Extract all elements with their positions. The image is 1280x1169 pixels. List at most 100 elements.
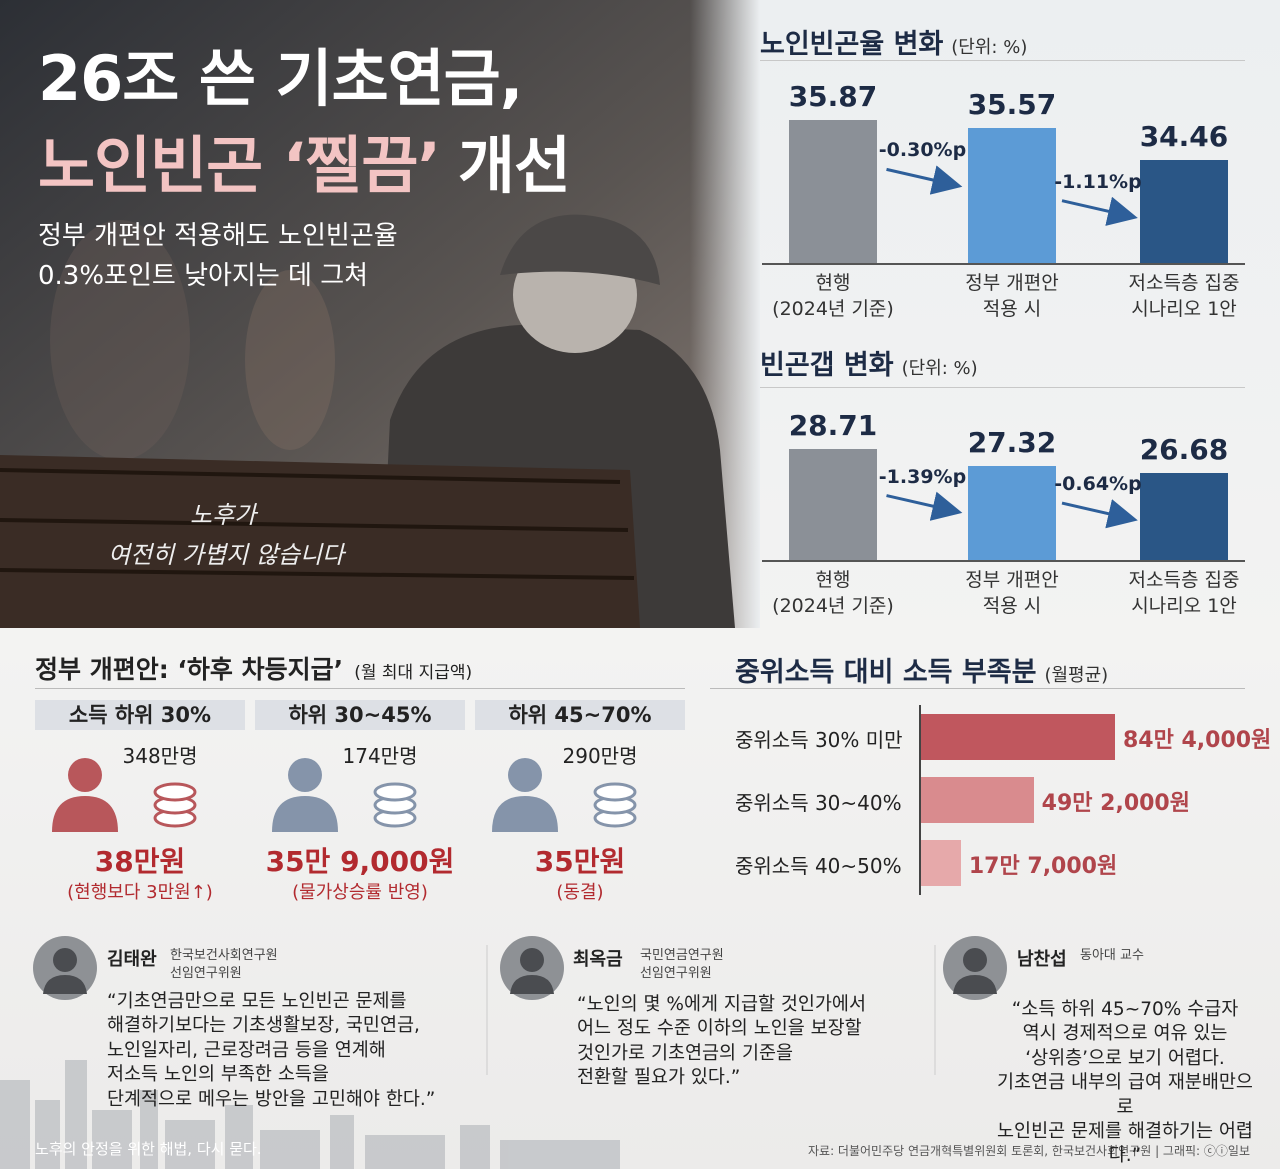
value-label: 27.32 — [967, 425, 1057, 459]
change-arrow — [886, 491, 963, 521]
blur-figure — [245, 270, 335, 450]
expert-affiliation: 한국보건사회연구원 선임연구위원 — [170, 948, 278, 982]
person-body — [492, 796, 558, 832]
bar — [1140, 473, 1228, 560]
photo-caption: 노후가 — [190, 501, 257, 529]
avatar-body — [43, 975, 87, 994]
tier-people: 290만명 — [562, 744, 638, 768]
avatar — [500, 936, 564, 1000]
tier-header: 하위 30~45% — [255, 700, 465, 730]
tiers-heading: 정부 개편안: ‘하후 차등지급’ (월 최대 지급액) — [35, 650, 472, 686]
coin — [593, 782, 637, 802]
person-head — [508, 758, 542, 792]
value-label: 35.87 — [788, 79, 878, 113]
tier-header: 소득 하위 30% — [35, 700, 245, 730]
bar — [968, 465, 1056, 560]
person-head — [288, 758, 322, 792]
tier-note: (물가상승률 반영) — [292, 882, 428, 903]
expert-name: 김태완 — [107, 949, 157, 970]
headline: 26조 쓴 기초연금, — [38, 42, 523, 115]
person-body — [272, 796, 338, 832]
headline-highlight: 노인빈곤 ‘찔끔’ — [38, 129, 441, 202]
value-label: 17만 7,000원 — [968, 854, 1118, 879]
category-label: 정부 개편안 적용 시 — [965, 272, 1059, 320]
chart-heading: 중위소득 대비 소득 부족분 (월평균) — [735, 650, 1108, 689]
axis-line — [919, 705, 921, 895]
baseline — [762, 263, 1245, 265]
coin — [153, 782, 197, 802]
bar — [920, 777, 1034, 823]
avatar-head — [53, 948, 77, 972]
chart-unit: (단위: %) — [901, 358, 978, 379]
category-label: 저소득층 집중 시나리오 1안 — [1128, 569, 1240, 617]
coin-icon — [153, 782, 197, 828]
bar — [789, 119, 877, 263]
value-label: 26.68 — [1139, 433, 1229, 467]
tier-note: (동결) — [556, 882, 604, 903]
person-icon — [272, 758, 338, 832]
expert-quote: “기초연금만으로 모든 노인빈곤 문제를 해결하기보다는 기초생활보장, 국민연… — [107, 991, 436, 1110]
category-label: 현행 (2024년 기준) — [772, 272, 894, 320]
category-label: 정부 개편안 적용 시 — [965, 569, 1059, 617]
bar — [968, 128, 1056, 263]
tier-amount: 35만원 — [534, 845, 626, 878]
person-body — [52, 796, 118, 832]
value-label: 49만 2,000원 — [1041, 791, 1190, 816]
tier-header: 하위 45~70% — [475, 700, 685, 730]
rule — [760, 387, 1245, 388]
avatar — [943, 936, 1007, 1000]
blur-figure — [50, 220, 190, 460]
change-label: -0.30%p — [878, 139, 967, 162]
change-label: -1.11%p — [1054, 170, 1142, 193]
value-label: 84만 4,000원 — [1122, 728, 1272, 753]
expert-affiliation: 국민연금연구원 선임연구위원 — [640, 948, 724, 982]
figure-hat — [500, 214, 660, 285]
bench-slats — [0, 468, 635, 580]
coin-icon — [593, 782, 637, 828]
chart-unit: (월평균) — [1044, 665, 1109, 686]
chart-heading: 노인빈곤율 변화 (단위: %) — [760, 22, 1027, 61]
chart-unit: (단위: %) — [951, 37, 1028, 58]
coin — [373, 782, 417, 802]
category-label: 중위소득 30~40% — [735, 791, 902, 815]
footer-tagline: 노후의 안정을 위한 해법, 다시 묻다. — [35, 1140, 262, 1158]
chart-title: 노인빈곤율 변화 — [760, 29, 944, 60]
category-label: 저소득층 집중 시나리오 1안 — [1128, 272, 1240, 320]
expert-affiliation: 동아대 교수 — [1080, 948, 1144, 963]
rule — [710, 688, 1245, 689]
chart-title: 중위소득 대비 소득 부족분 — [735, 657, 1037, 688]
tiers-title: 정부 개편안: ‘하후 차등지급’ — [35, 655, 344, 684]
avatar-body — [953, 975, 997, 994]
avatar — [33, 936, 97, 1000]
avatar-body — [510, 975, 554, 994]
change-label: -0.64%p — [1054, 473, 1142, 496]
expert-quote: “노인의 몇 %에게 지급할 것인가에서 어느 정도 수준 이하의 노인을 보장… — [577, 994, 866, 1089]
category-label: 중위소득 30% 미만 — [735, 728, 903, 752]
change-arrow — [1061, 196, 1138, 226]
footer-source: 자료: 더불어민주당 연금개혁특별위원회 토론회, 한국보건사회연구원 | 그래… — [807, 1144, 1250, 1158]
chart-heading: 빈곤갭 변화 (단위: %) — [760, 343, 978, 382]
value-label: 35.57 — [967, 88, 1057, 122]
expert-quote: “소득 하위 45~70% 수급자 역시 경제적으로 여유 있는 ‘상위층’으로… — [997, 999, 1253, 1167]
expert-name: 남찬섭 — [1017, 949, 1067, 970]
change-arrow — [1061, 499, 1138, 529]
coin-icon — [373, 782, 417, 828]
value-label: 28.71 — [788, 409, 878, 443]
person-icon — [492, 758, 558, 832]
tier-note: (현행보다 3만원↑) — [67, 882, 213, 903]
bar — [1140, 159, 1228, 263]
expert-name: 최옥금 — [573, 949, 623, 970]
person-head — [68, 758, 102, 792]
bar — [789, 449, 877, 560]
bench-back — [0, 455, 640, 628]
subtitle: 정부 개편안 적용해도 노인빈곤율 — [38, 221, 398, 251]
value-label: 34.46 — [1139, 119, 1229, 153]
tier-people: 174만명 — [342, 744, 418, 768]
bar — [920, 714, 1115, 760]
tier-amount: 35만 9,000원 — [265, 845, 455, 878]
person-icon — [52, 758, 118, 832]
change-arrow — [886, 165, 963, 195]
tier-people: 348만명 — [122, 744, 198, 768]
bar — [920, 840, 961, 886]
avatar-head — [963, 948, 987, 972]
